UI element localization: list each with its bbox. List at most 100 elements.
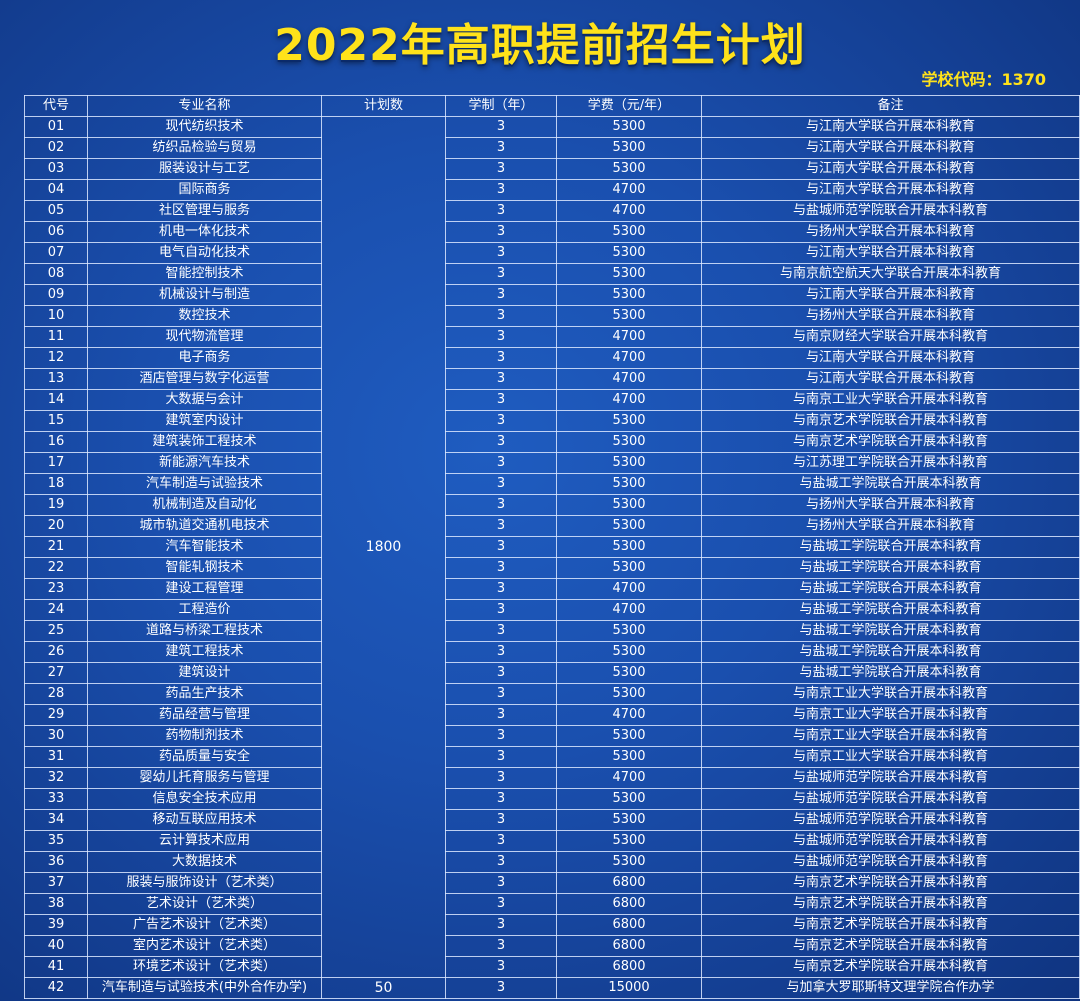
cell-code: 09 bbox=[24, 284, 88, 306]
cell-remarks: 与江南大学联合开展本科教育 bbox=[701, 347, 1080, 369]
cell-duration: 3 bbox=[445, 683, 557, 705]
cell-tuition: 5300 bbox=[556, 809, 702, 831]
table-row: 28 药品生产技术 3 5300 与南京工业大学联合开展本科教育 bbox=[24, 683, 1080, 705]
table-row: 29 药品经营与管理 3 4700 与南京工业大学联合开展本科教育 bbox=[24, 704, 1080, 726]
cell-code: 05 bbox=[24, 200, 88, 222]
cell-major: 药品生产技术 bbox=[87, 683, 322, 705]
cell-remarks: 与扬州大学联合开展本科教育 bbox=[701, 305, 1080, 327]
cell-tuition: 5300 bbox=[556, 158, 702, 180]
header-code: 代号 bbox=[24, 95, 88, 117]
cell-tuition: 5300 bbox=[556, 746, 702, 768]
cell-remarks: 与盐城工学院联合开展本科教育 bbox=[701, 662, 1080, 684]
cell-major: 广告艺术设计（艺术类） bbox=[87, 914, 322, 936]
cell-tuition: 6800 bbox=[556, 956, 702, 978]
cell-duration: 3 bbox=[445, 200, 557, 222]
cell-tuition: 5300 bbox=[556, 116, 702, 138]
cell-tuition: 5300 bbox=[556, 515, 702, 537]
cell-remarks: 与加拿大罗耶斯特文理学院合作办学 bbox=[701, 977, 1080, 999]
cell-duration: 3 bbox=[445, 956, 557, 978]
cell-duration: 3 bbox=[445, 221, 557, 243]
cell-code: 12 bbox=[24, 347, 88, 369]
table-row: 17 新能源汽车技术 3 5300 与江苏理工学院联合开展本科教育 bbox=[24, 452, 1080, 474]
cell-duration: 3 bbox=[445, 242, 557, 264]
cell-major: 智能控制技术 bbox=[87, 263, 322, 285]
cell-remarks: 与盐城工学院联合开展本科教育 bbox=[701, 641, 1080, 663]
cell-code: 31 bbox=[24, 746, 88, 768]
cell-code: 33 bbox=[24, 788, 88, 810]
table-row: 10 数控技术 3 5300 与扬州大学联合开展本科教育 bbox=[24, 305, 1080, 327]
table-row: 18 汽车制造与试验技术 3 5300 与盐城工学院联合开展本科教育 bbox=[24, 473, 1080, 495]
table-row: 25 道路与桥梁工程技术 3 5300 与盐城工学院联合开展本科教育 bbox=[24, 620, 1080, 642]
cell-code: 20 bbox=[24, 515, 88, 537]
cell-code: 24 bbox=[24, 599, 88, 621]
cell-duration: 3 bbox=[445, 557, 557, 579]
cell-remarks: 与扬州大学联合开展本科教育 bbox=[701, 221, 1080, 243]
cell-major: 建筑室内设计 bbox=[87, 410, 322, 432]
table-row: 16 建筑装饰工程技术 3 5300 与南京艺术学院联合开展本科教育 bbox=[24, 431, 1080, 453]
table-row: 07 电气自动化技术 3 5300 与江南大学联合开展本科教育 bbox=[24, 242, 1080, 264]
cell-major: 电气自动化技术 bbox=[87, 242, 322, 264]
table-row: 30 药物制剂技术 3 5300 与南京工业大学联合开展本科教育 bbox=[24, 725, 1080, 747]
table-row: 04 国际商务 3 4700 与江南大学联合开展本科教育 bbox=[24, 179, 1080, 201]
cell-remarks: 与扬州大学联合开展本科教育 bbox=[701, 494, 1080, 516]
cell-code: 14 bbox=[24, 389, 88, 411]
cell-duration: 3 bbox=[445, 767, 557, 789]
cell-tuition: 5300 bbox=[556, 221, 702, 243]
cell-code: 38 bbox=[24, 893, 88, 915]
table-row: 32 婴幼儿托育服务与管理 3 4700 与盐城师范学院联合开展本科教育 bbox=[24, 767, 1080, 789]
cell-duration: 3 bbox=[445, 515, 557, 537]
cell-remarks: 与南京艺术学院联合开展本科教育 bbox=[701, 893, 1080, 915]
cell-major: 药品经营与管理 bbox=[87, 704, 322, 726]
cell-tuition: 5300 bbox=[556, 473, 702, 495]
cell-duration: 3 bbox=[445, 620, 557, 642]
cell-tuition: 4700 bbox=[556, 389, 702, 411]
cell-tuition: 6800 bbox=[556, 935, 702, 957]
cell-duration: 3 bbox=[445, 389, 557, 411]
cell-major: 现代物流管理 bbox=[87, 326, 322, 348]
cell-remarks: 与盐城工学院联合开展本科教育 bbox=[701, 473, 1080, 495]
cell-code: 39 bbox=[24, 914, 88, 936]
cell-duration: 3 bbox=[445, 746, 557, 768]
cell-duration: 3 bbox=[445, 788, 557, 810]
cell-code: 18 bbox=[24, 473, 88, 495]
cell-tuition: 4700 bbox=[556, 599, 702, 621]
table-row: 13 酒店管理与数字化运营 3 4700 与江南大学联合开展本科教育 bbox=[24, 368, 1080, 390]
table-row: 24 工程造价 3 4700 与盐城工学院联合开展本科教育 bbox=[24, 599, 1080, 621]
table-row: 27 建筑设计 3 5300 与盐城工学院联合开展本科教育 bbox=[24, 662, 1080, 684]
cell-remarks: 与江南大学联合开展本科教育 bbox=[701, 116, 1080, 138]
table-row: 35 云计算技术应用 3 5300 与盐城师范学院联合开展本科教育 bbox=[24, 830, 1080, 852]
cell-remarks: 与扬州大学联合开展本科教育 bbox=[701, 515, 1080, 537]
cell-code: 17 bbox=[24, 452, 88, 474]
cell-duration: 3 bbox=[445, 830, 557, 852]
cell-duration: 3 bbox=[445, 851, 557, 873]
cell-code: 15 bbox=[24, 410, 88, 432]
cell-major: 机电一体化技术 bbox=[87, 221, 322, 243]
cell-major: 环境艺术设计（艺术类） bbox=[87, 956, 322, 978]
header-plan: 计划数 bbox=[321, 95, 446, 117]
cell-remarks: 与盐城师范学院联合开展本科教育 bbox=[701, 767, 1080, 789]
table-row: 26 建筑工程技术 3 5300 与盐城工学院联合开展本科教育 bbox=[24, 641, 1080, 663]
cell-remarks: 与盐城工学院联合开展本科教育 bbox=[701, 557, 1080, 579]
cell-code: 28 bbox=[24, 683, 88, 705]
cell-tuition: 5300 bbox=[556, 263, 702, 285]
table-row: 23 建设工程管理 3 4700 与盐城工学院联合开展本科教育 bbox=[24, 578, 1080, 600]
cell-major: 建筑设计 bbox=[87, 662, 322, 684]
table-row: 19 机械制造及自动化 3 5300 与扬州大学联合开展本科教育 bbox=[24, 494, 1080, 516]
cell-remarks: 与盐城师范学院联合开展本科教育 bbox=[701, 830, 1080, 852]
cell-duration: 3 bbox=[445, 326, 557, 348]
cell-code: 23 bbox=[24, 578, 88, 600]
cell-code: 37 bbox=[24, 872, 88, 894]
table-row: 05 社区管理与服务 3 4700 与盐城师范学院联合开展本科教育 bbox=[24, 200, 1080, 222]
cell-duration: 3 bbox=[445, 305, 557, 327]
table-row: 15 建筑室内设计 3 5300 与南京艺术学院联合开展本科教育 bbox=[24, 410, 1080, 432]
cell-duration: 3 bbox=[445, 578, 557, 600]
cell-remarks: 与江南大学联合开展本科教育 bbox=[701, 368, 1080, 390]
cell-tuition: 4700 bbox=[556, 326, 702, 348]
cell-remarks: 与江南大学联合开展本科教育 bbox=[701, 242, 1080, 264]
cell-duration: 3 bbox=[445, 662, 557, 684]
cell-tuition: 5300 bbox=[556, 452, 702, 474]
cell-remarks: 与盐城工学院联合开展本科教育 bbox=[701, 578, 1080, 600]
table-row: 02 纺织品检验与贸易 3 5300 与江南大学联合开展本科教育 bbox=[24, 137, 1080, 159]
cell-code: 19 bbox=[24, 494, 88, 516]
cell-remarks: 与南京艺术学院联合开展本科教育 bbox=[701, 914, 1080, 936]
